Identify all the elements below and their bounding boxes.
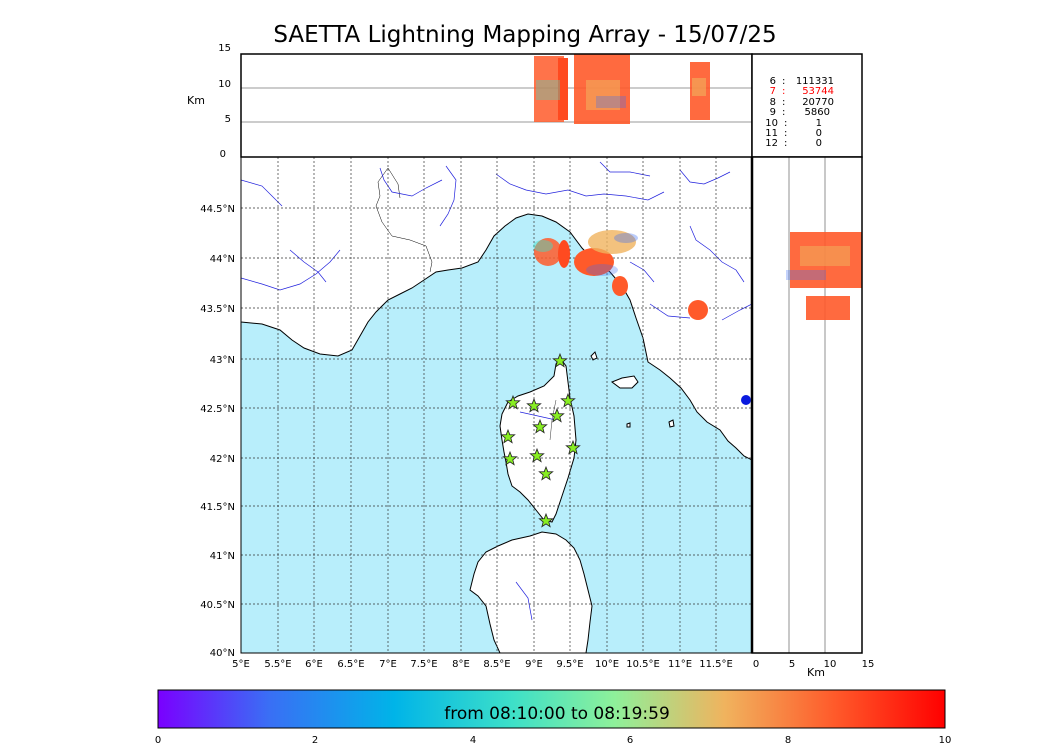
stat-sep: : (784, 138, 787, 149)
side-xlabel: Km (807, 666, 825, 679)
lat-tick: 42°N (210, 454, 235, 465)
sardinia-island (469, 531, 593, 653)
lon-tick: 11°E (668, 659, 692, 670)
lat-tick: 40°N (210, 648, 235, 659)
lightning-sources-map (533, 230, 708, 320)
colorbar: from 08:10:00 to 08:19:59 0 2 4 6 8 10 (155, 689, 952, 746)
page-title: SAETTA Lightning Mapping Array - 15/07/2… (273, 22, 777, 48)
lat-tick: 41°N (210, 551, 235, 562)
stat-sep: : (784, 118, 787, 129)
lat-tick: 44°N (210, 254, 235, 265)
map-panel (241, 157, 752, 653)
lightning-sources-side (786, 232, 862, 320)
colorbar-tick: 4 (470, 735, 476, 746)
stat-station-count: 11 (765, 128, 778, 139)
lat-tick: 40.5°N (200, 600, 235, 611)
station-star (529, 447, 545, 463)
colorbar-label: from 08:10:00 to 08:19:59 (444, 704, 670, 724)
islet (668, 419, 675, 428)
stat-sep: : (782, 76, 785, 87)
lon-tick: 5.5°E (264, 659, 291, 670)
stat-sep: : (782, 86, 785, 97)
lat-ticks: 40°N 40.5°N 41°N 41.5°N 42°N 42.5°N 43°N… (200, 204, 235, 659)
lon-tick: 9.5°E (556, 659, 583, 670)
top-ytick: 10 (218, 79, 231, 90)
country-border (375, 167, 433, 273)
side-xtick: 10 (824, 659, 837, 670)
lon-tick: 6°E (305, 659, 323, 670)
top-ylabel: Km (187, 94, 205, 107)
stat-sep: : (782, 107, 785, 118)
stat-station-count: 12 (765, 138, 778, 149)
station-star (502, 450, 518, 466)
stat-source-count: 0 (816, 128, 822, 139)
lat-tick: 42.5°N (200, 404, 235, 415)
lat-tick: 43.5°N (200, 304, 235, 315)
station-star (532, 418, 548, 434)
colorbar-tick: 10 (939, 735, 952, 746)
station-star (505, 394, 521, 410)
corsica-coast-detail (549, 399, 557, 441)
station-star (565, 439, 581, 455)
lon-tick: 10°E (595, 659, 619, 670)
lon-tick: 5°E (232, 659, 250, 670)
corsica-island (499, 357, 577, 523)
islet (590, 351, 598, 361)
side-xtick: 0 (753, 659, 759, 670)
stat-source-count: 111331 (796, 76, 834, 87)
stat-source-count: 20770 (802, 97, 834, 108)
stat-station-count: 10 (765, 118, 778, 129)
stat-sep: : (784, 128, 787, 139)
stat-sep: : (782, 97, 785, 108)
lon-ticks: 5°E 5.5°E 6°E 6.5°E 7°E 7.5°E 8°E 8.5°E … (232, 659, 733, 670)
stat-source-count: 53744 (802, 86, 834, 97)
station-star (538, 512, 554, 528)
lon-tick: 8.5°E (483, 659, 510, 670)
colorbar-tick: 2 (312, 735, 318, 746)
lightning-sources-altitude (534, 54, 710, 124)
colorbar-tick: 8 (785, 735, 791, 746)
lon-tick: 8°E (452, 659, 470, 670)
side-xtick: 15 (862, 659, 875, 670)
station-star (552, 352, 568, 368)
lat-tick: 44.5°N (200, 204, 235, 215)
station-star (560, 392, 576, 408)
stats-panel: 6 : 111331 7 : 53744 8 : 20770 9 : 5860 … (751, 53, 863, 158)
stat-source-count: 5860 (805, 107, 830, 118)
stat-station-count: 7 (770, 86, 776, 97)
side-xtick: 5 (789, 659, 795, 670)
islet (626, 422, 631, 428)
lon-tick: 7.5°E (410, 659, 437, 670)
lightning-source-dot (741, 395, 751, 405)
elba-island (610, 375, 639, 389)
lat-tick: 41.5°N (200, 502, 235, 513)
rivers (241, 161, 752, 621)
top-ytick: 15 (218, 43, 231, 54)
station-star (549, 407, 565, 423)
station-star (526, 397, 542, 413)
lon-tick: 6.5°E (337, 659, 364, 670)
stat-source-count: 1 (816, 118, 822, 129)
colorbar-tick: 6 (627, 735, 633, 746)
graticule (241, 157, 752, 653)
stat-station-count: 8 (770, 97, 776, 108)
stat-station-count: 9 (770, 107, 776, 118)
station-star (500, 428, 516, 444)
lat-tick: 43°N (210, 355, 235, 366)
top-ytick: 0 (220, 149, 226, 160)
stat-station-count: 6 (770, 76, 776, 87)
colorbar-gradient (157, 689, 946, 729)
colorbar-tick: 0 (155, 735, 161, 746)
lon-tick: 10.5°E (626, 659, 660, 670)
station-star (538, 465, 554, 481)
lon-tick: 9°E (525, 659, 543, 670)
stat-source-count: 0 (816, 138, 822, 149)
top-ytick: 5 (225, 114, 231, 125)
altitude-latitude-panel (750, 156, 863, 654)
lon-tick: 11.5°E (699, 659, 733, 670)
lon-tick: 7°E (379, 659, 397, 670)
stations (500, 352, 581, 528)
altitude-longitude-panel (240, 53, 753, 158)
